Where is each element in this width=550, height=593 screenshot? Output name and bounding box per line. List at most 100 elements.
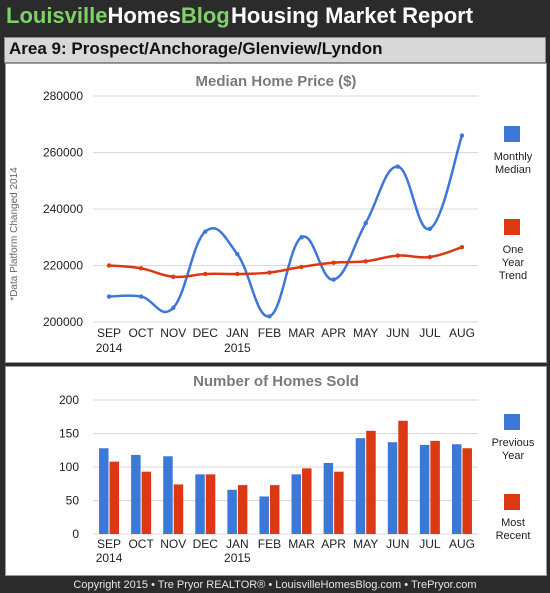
x-tick-label: OCT xyxy=(128,537,154,551)
bar xyxy=(109,461,120,534)
legend-label: One xyxy=(503,244,524,256)
bar xyxy=(430,440,440,534)
bar xyxy=(259,496,269,534)
data-point xyxy=(299,235,304,240)
x-tick-label: DEC xyxy=(193,537,219,551)
bar xyxy=(195,474,205,534)
homes-sold-panel: Number of Homes Sold 0 50 100 150 200 SEP OCT NO… xyxy=(5,366,547,576)
bar xyxy=(398,420,408,534)
chart-title: Median Home Price ($) xyxy=(196,73,357,90)
footer-copyright: Copyright 2015 • Tre Pryor REALTOR® • Lo… xyxy=(73,579,477,591)
bar xyxy=(163,456,173,534)
x-tick-label: FEB xyxy=(258,326,281,340)
x-tick-label: AUG xyxy=(449,537,475,551)
y-tick-label: 280000 xyxy=(43,89,83,103)
bar xyxy=(451,444,462,534)
x-tick-label: SEP xyxy=(97,537,121,551)
x-tick-label: NOV xyxy=(160,326,186,340)
bar xyxy=(269,485,280,534)
legend-label: Median xyxy=(495,164,531,176)
data-point xyxy=(267,270,272,275)
bar xyxy=(355,438,366,534)
bar xyxy=(99,448,109,534)
bar xyxy=(237,485,248,534)
x-tick-label: DEC xyxy=(193,326,219,340)
site-header: LouisvilleHomesBlog Housing Market Repor… xyxy=(0,0,550,36)
x-tick-label: OCT xyxy=(128,326,154,340)
y-tick-label: 100 xyxy=(59,460,79,474)
data-point xyxy=(203,271,208,277)
bar xyxy=(302,468,312,534)
x-tick-label: MAR xyxy=(288,326,315,340)
legend-swatch xyxy=(504,494,520,510)
data-point xyxy=(459,244,465,250)
median-price-panel: Median Home Price ($) 200000 220000 240000 2… xyxy=(5,63,547,363)
series-line xyxy=(108,245,463,279)
data-point xyxy=(363,220,368,226)
bar xyxy=(419,444,430,534)
data-point xyxy=(138,266,144,271)
data-point xyxy=(363,259,368,264)
x-tick-label: JUL xyxy=(419,537,441,551)
data-point xyxy=(171,305,176,311)
report-title: Housing Market Report xyxy=(231,3,474,28)
x-tick-label: MAY xyxy=(353,326,378,340)
data-point xyxy=(138,294,144,299)
side-note: *Data Platform Changed 2014 xyxy=(9,167,20,301)
data-point xyxy=(427,226,433,231)
legend-swatch xyxy=(504,126,520,142)
data-point xyxy=(267,314,272,319)
bar xyxy=(462,448,472,534)
x-tick-label: SEP xyxy=(97,326,121,340)
brand-part-2: Homes xyxy=(107,3,181,28)
x-tick-label: AUG xyxy=(449,326,475,340)
legend-swatch xyxy=(504,219,520,235)
y-tick-label: 50 xyxy=(66,494,80,508)
chart-title: Number of Homes Sold xyxy=(193,373,359,390)
x-year-label: 2014 xyxy=(96,341,123,355)
bar xyxy=(366,430,376,534)
data-point xyxy=(235,271,240,277)
x-tick-label: APR xyxy=(321,326,346,340)
y-tick-label: 220000 xyxy=(43,259,83,273)
brand-part-3: Blog xyxy=(180,3,230,28)
data-point xyxy=(331,277,336,282)
legend-label: Year xyxy=(502,257,525,269)
y-tick-label: 260000 xyxy=(43,146,83,160)
x-tick-label: JAN xyxy=(226,537,249,551)
data-point xyxy=(203,229,208,234)
legend-label: Monthly xyxy=(494,151,533,163)
data-point xyxy=(171,274,176,279)
x-tick-label: JAN xyxy=(226,326,249,340)
brand-part-1: Louisville xyxy=(6,3,108,28)
legend-label: Recent xyxy=(496,530,531,542)
bar xyxy=(387,442,398,534)
bar xyxy=(205,474,216,534)
y-tick-label: 200000 xyxy=(43,315,83,329)
bar xyxy=(323,462,334,534)
legend-label: Most xyxy=(501,517,525,529)
data-point xyxy=(427,254,433,260)
data-point xyxy=(235,252,240,257)
area-bar: Area 9: Prospect/Anchorage/Glenview/Lynd… xyxy=(4,37,546,63)
legend-label: Year xyxy=(502,450,525,462)
x-tick-label: JUN xyxy=(386,326,409,340)
y-tick-label: 0 xyxy=(72,527,79,541)
bar xyxy=(141,471,152,534)
x-year-label: 2015 xyxy=(224,551,251,565)
data-point xyxy=(459,133,465,138)
x-tick-label: FEB xyxy=(258,537,281,551)
area-title: Area 9: Prospect/Anchorage/Glenview/Lynd… xyxy=(9,39,383,58)
data-point xyxy=(106,294,112,299)
data-point xyxy=(106,263,112,268)
x-tick-label: APR xyxy=(321,537,346,551)
y-tick-label: 240000 xyxy=(43,202,83,216)
bar xyxy=(227,489,237,534)
y-tick-label: 150 xyxy=(59,427,79,441)
legend-label: Previous xyxy=(492,437,535,449)
legend-label: Trend xyxy=(499,270,527,282)
x-year-label: 2014 xyxy=(96,551,123,565)
bar xyxy=(291,474,302,534)
homes-sold-chart: Number of Homes Sold 0 50 100 150 200 SEP OCT NO… xyxy=(59,373,535,565)
bar xyxy=(131,454,141,534)
